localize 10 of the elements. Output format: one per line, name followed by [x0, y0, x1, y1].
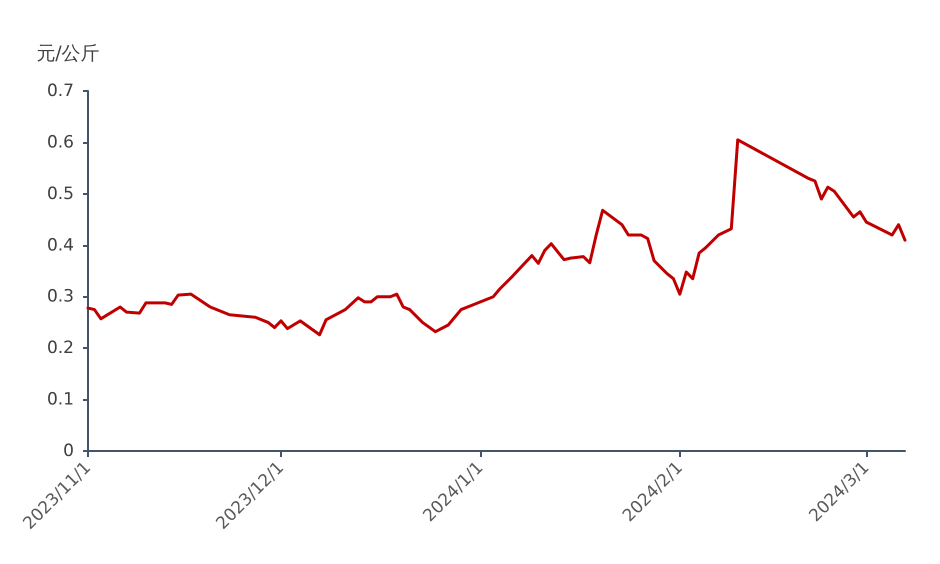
- line-series: [86, 138, 906, 336]
- y-axis-title: 元/公斤: [36, 42, 100, 64]
- y-tick-label: 0.3: [46, 286, 74, 307]
- y-tick-label: 0.4: [46, 235, 74, 256]
- y-tick-label: 0.5: [46, 184, 74, 204]
- y-tick-label: 0.7: [46, 81, 74, 101]
- y-tick-label: 0: [63, 441, 74, 461]
- y-tick-label: 0.2: [46, 338, 74, 358]
- y-tick-label: 0.1: [46, 390, 74, 410]
- y-tick-label: 0.6: [46, 132, 74, 152]
